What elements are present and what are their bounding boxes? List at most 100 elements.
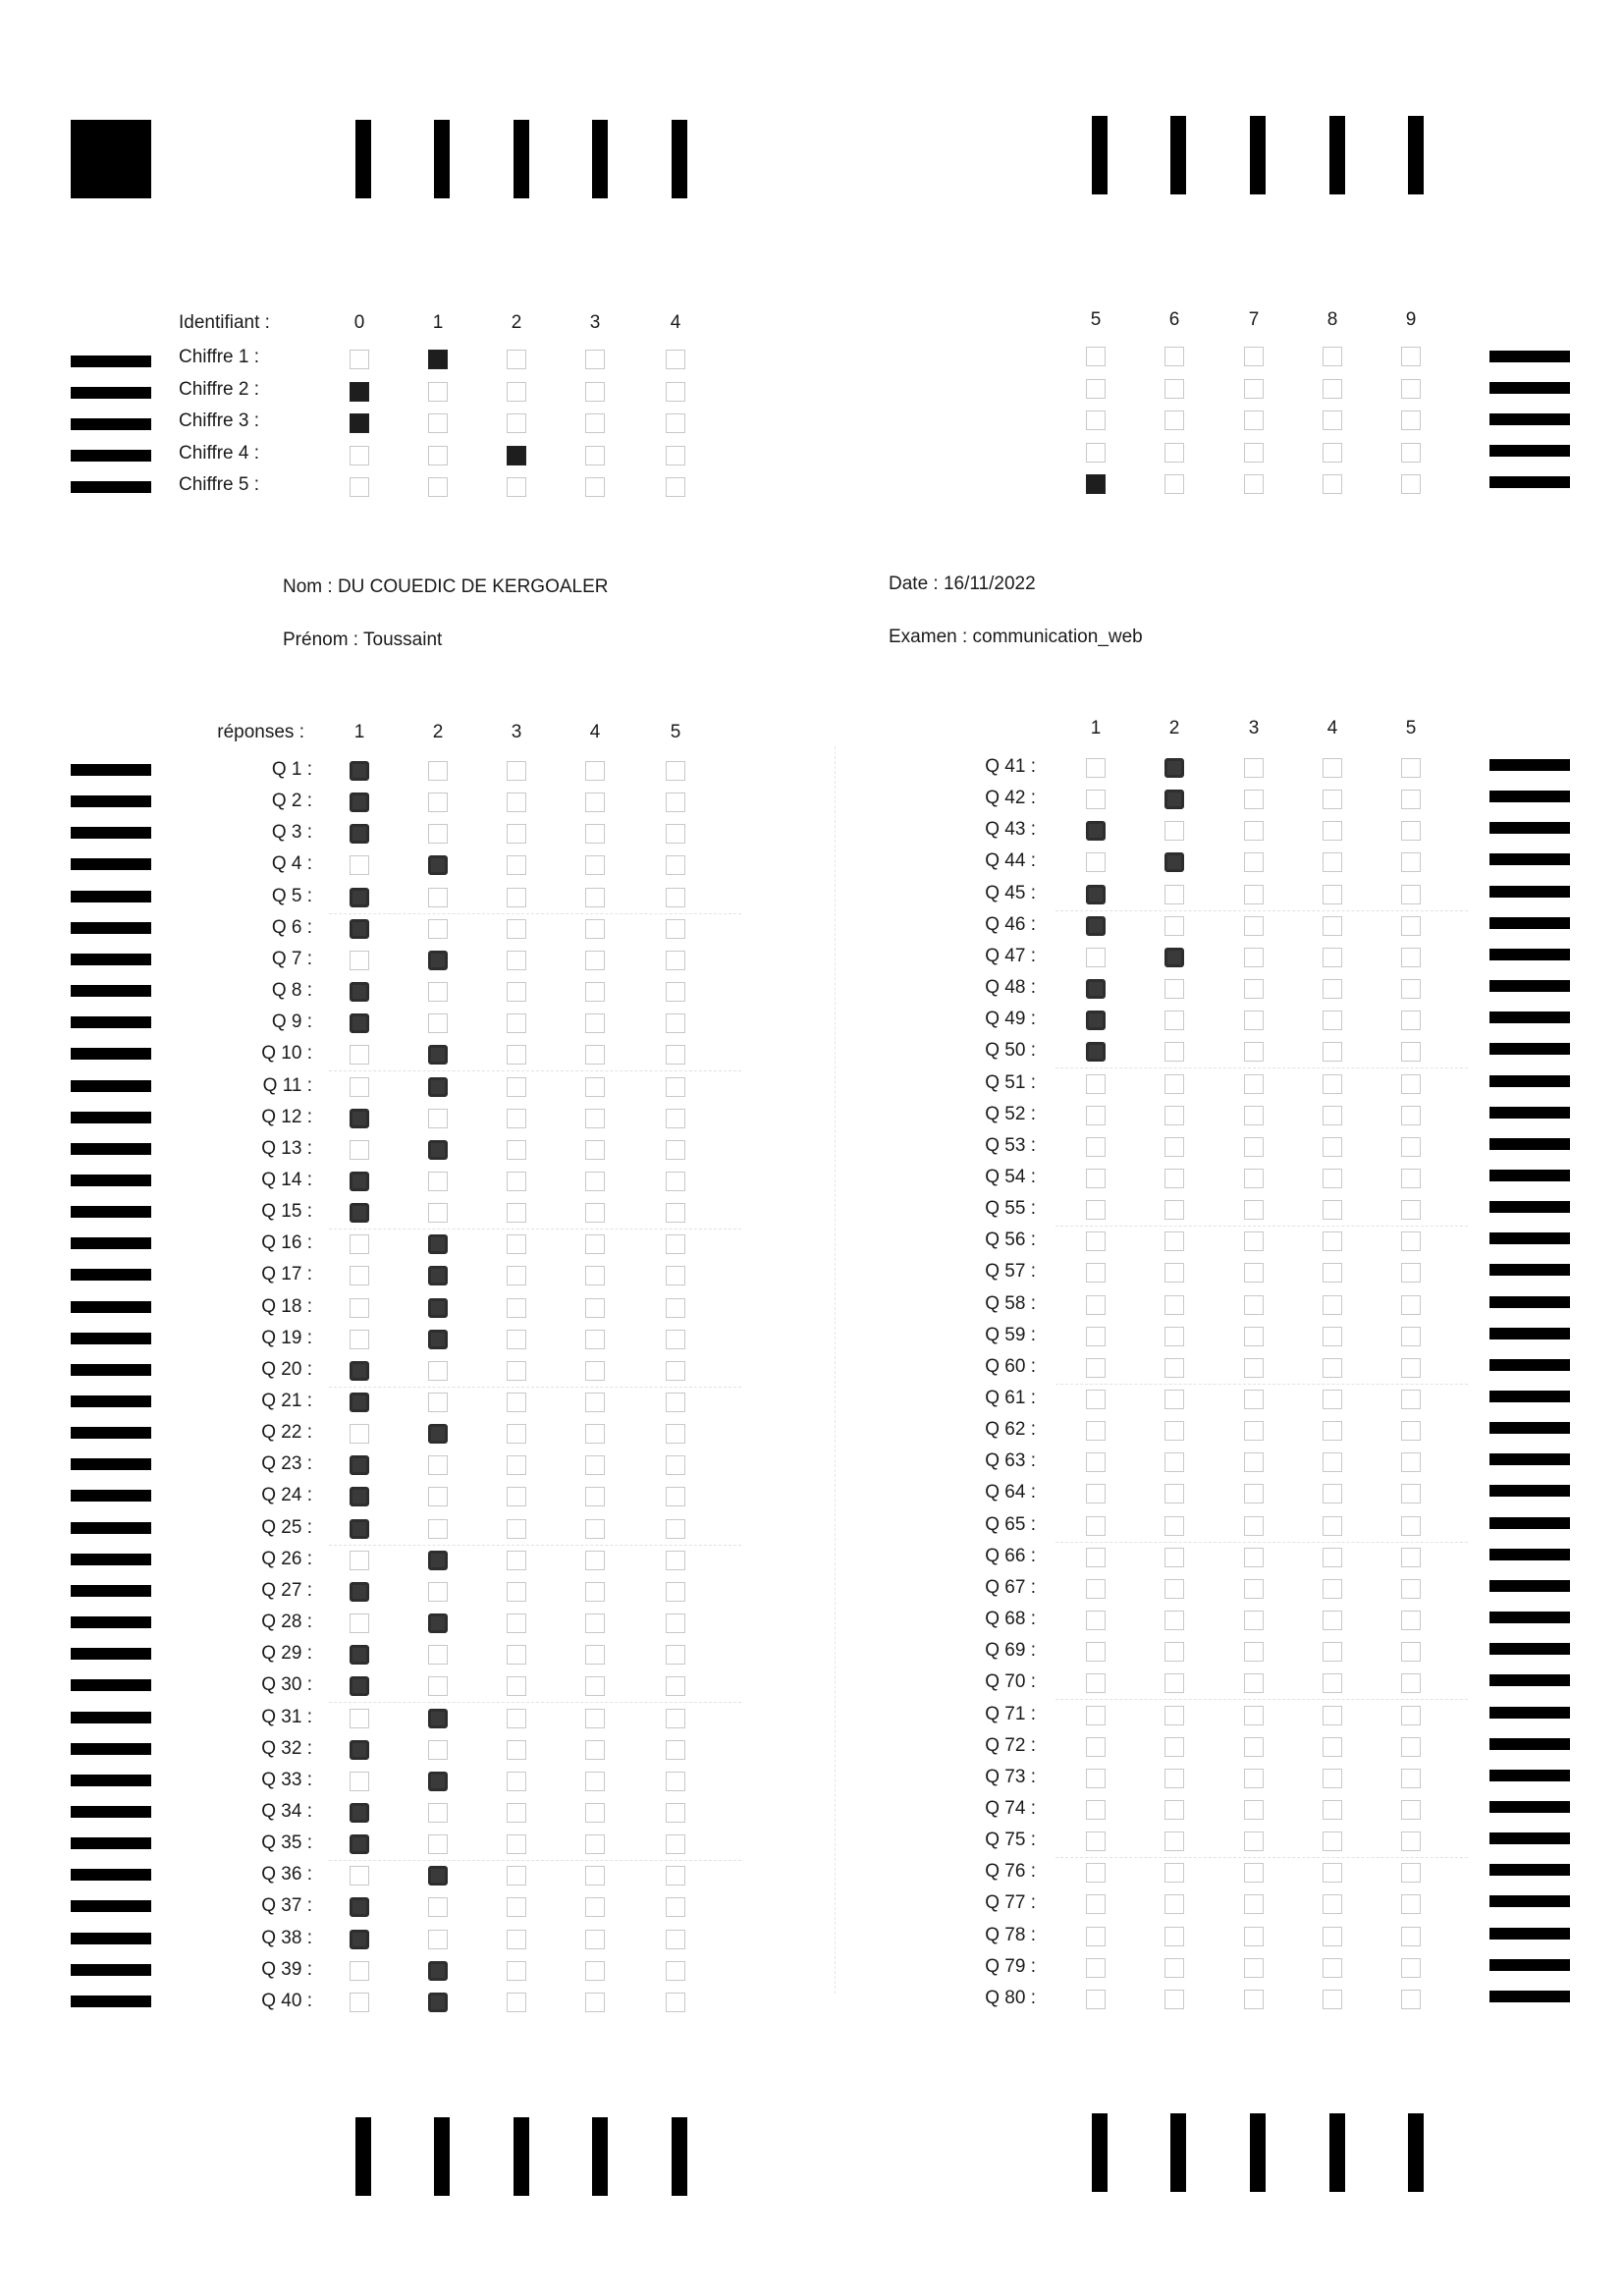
answer-checkbox[interactable]	[1244, 1673, 1264, 1694]
answer-checkbox[interactable]	[1164, 1357, 1184, 1378]
answer-checkbox[interactable]	[1164, 1989, 1184, 2009]
answer-checkbox[interactable]	[1164, 1231, 1184, 1252]
id-digit-checkbox[interactable]	[1323, 347, 1342, 366]
answer-checkbox[interactable]	[507, 1676, 526, 1697]
answer-checkbox-marked[interactable]	[350, 761, 369, 781]
id-digit-checkbox[interactable]	[666, 445, 685, 465]
answer-checkbox[interactable]	[666, 1771, 685, 1791]
answer-checkbox[interactable]	[666, 1076, 685, 1097]
answer-checkbox[interactable]	[1401, 1200, 1421, 1221]
answer-checkbox[interactable]	[1401, 1105, 1421, 1125]
answer-checkbox[interactable]	[1086, 1578, 1106, 1599]
answer-checkbox[interactable]	[350, 950, 369, 970]
answer-checkbox-marked[interactable]	[350, 1360, 369, 1381]
answer-checkbox[interactable]	[585, 1992, 605, 2012]
answer-checkbox[interactable]	[507, 950, 526, 970]
id-digit-checkbox[interactable]	[666, 381, 685, 402]
answer-checkbox-marked[interactable]	[1086, 1042, 1106, 1063]
id-digit-checkbox[interactable]	[1244, 347, 1264, 366]
answer-checkbox[interactable]	[1086, 1831, 1106, 1852]
answer-checkbox[interactable]	[1244, 1326, 1264, 1346]
answer-checkbox[interactable]	[1244, 1073, 1264, 1094]
answer-checkbox[interactable]	[428, 1360, 448, 1381]
answer-checkbox[interactable]	[350, 1613, 369, 1634]
answer-checkbox[interactable]	[1164, 1136, 1184, 1157]
answer-checkbox-marked[interactable]	[350, 1518, 369, 1539]
id-digit-checkbox[interactable]	[1164, 474, 1184, 494]
answer-checkbox[interactable]	[1164, 1673, 1184, 1694]
answer-checkbox[interactable]	[507, 887, 526, 907]
answer-checkbox[interactable]	[1401, 1642, 1421, 1663]
answer-checkbox[interactable]	[1401, 1294, 1421, 1315]
answer-checkbox[interactable]	[585, 1424, 605, 1445]
answer-checkbox[interactable]	[585, 918, 605, 939]
answer-checkbox[interactable]	[666, 761, 685, 781]
answer-checkbox[interactable]	[1164, 1452, 1184, 1473]
answer-checkbox[interactable]	[1323, 1326, 1342, 1346]
id-digit-checkbox[interactable]	[1401, 347, 1421, 366]
answer-checkbox[interactable]	[666, 918, 685, 939]
answer-checkbox[interactable]	[428, 918, 448, 939]
answer-checkbox[interactable]	[585, 1360, 605, 1381]
answer-checkbox[interactable]	[585, 1045, 605, 1066]
answer-checkbox-marked[interactable]	[1086, 821, 1106, 842]
answer-checkbox[interactable]	[1401, 1263, 1421, 1284]
answer-checkbox[interactable]	[1401, 1452, 1421, 1473]
id-digit-checkbox[interactable]	[507, 350, 526, 369]
answer-checkbox[interactable]	[1401, 1705, 1421, 1725]
answer-checkbox[interactable]	[585, 1866, 605, 1886]
answer-checkbox[interactable]	[585, 1708, 605, 1728]
answer-checkbox[interactable]	[1244, 1042, 1264, 1063]
answer-checkbox[interactable]	[1244, 1168, 1264, 1188]
answer-checkbox[interactable]	[507, 1992, 526, 2012]
answer-checkbox[interactable]	[585, 1802, 605, 1823]
answer-checkbox[interactable]	[666, 1550, 685, 1570]
answer-checkbox[interactable]	[1164, 1547, 1184, 1567]
answer-checkbox[interactable]	[1323, 1768, 1342, 1788]
answer-checkbox[interactable]	[1401, 1484, 1421, 1504]
answer-checkbox[interactable]	[1164, 1831, 1184, 1852]
answer-checkbox[interactable]	[1244, 1799, 1264, 1820]
answer-checkbox[interactable]	[1323, 1294, 1342, 1315]
answer-checkbox[interactable]	[585, 1613, 605, 1634]
answer-checkbox[interactable]	[585, 1929, 605, 1949]
answer-checkbox[interactable]	[1323, 1578, 1342, 1599]
answer-checkbox[interactable]	[1086, 1957, 1106, 1978]
answer-checkbox[interactable]	[585, 824, 605, 845]
answer-checkbox-marked[interactable]	[428, 1550, 448, 1570]
answer-checkbox[interactable]	[1244, 1011, 1264, 1031]
answer-checkbox[interactable]	[1244, 1515, 1264, 1536]
answer-checkbox-marked[interactable]	[428, 1424, 448, 1445]
answer-checkbox[interactable]	[1401, 1042, 1421, 1063]
answer-checkbox[interactable]	[1086, 1894, 1106, 1915]
answer-checkbox[interactable]	[1244, 1957, 1264, 1978]
answer-checkbox[interactable]	[507, 1455, 526, 1476]
answer-checkbox[interactable]	[666, 1234, 685, 1255]
answer-checkbox[interactable]	[1401, 821, 1421, 842]
answer-checkbox[interactable]	[507, 1929, 526, 1949]
answer-checkbox[interactable]	[1086, 1863, 1106, 1884]
answer-checkbox[interactable]	[1164, 1073, 1184, 1094]
answer-checkbox-marked[interactable]	[350, 982, 369, 1003]
answer-checkbox[interactable]	[1086, 1673, 1106, 1694]
answer-checkbox[interactable]	[507, 1613, 526, 1634]
answer-checkbox[interactable]	[1401, 1611, 1421, 1631]
answer-checkbox[interactable]	[507, 1424, 526, 1445]
answer-checkbox-marked[interactable]	[428, 1329, 448, 1349]
answer-checkbox[interactable]	[1086, 1452, 1106, 1473]
id-digit-checkbox[interactable]	[666, 413, 685, 433]
answer-checkbox[interactable]	[1164, 1736, 1184, 1757]
answer-checkbox-marked[interactable]	[1164, 758, 1184, 778]
answer-checkbox[interactable]	[507, 1550, 526, 1570]
answer-checkbox[interactable]	[1164, 1390, 1184, 1409]
answer-checkbox[interactable]	[1323, 1105, 1342, 1125]
answer-checkbox[interactable]	[350, 1424, 369, 1445]
answer-checkbox[interactable]	[666, 1203, 685, 1224]
answer-checkbox[interactable]	[1244, 1421, 1264, 1442]
answer-checkbox[interactable]	[507, 1329, 526, 1349]
answer-checkbox[interactable]	[1244, 852, 1264, 873]
answer-checkbox-marked[interactable]	[1164, 947, 1184, 967]
answer-checkbox[interactable]	[1401, 1326, 1421, 1346]
answer-checkbox[interactable]	[1401, 790, 1421, 810]
answer-checkbox[interactable]	[585, 1171, 605, 1191]
